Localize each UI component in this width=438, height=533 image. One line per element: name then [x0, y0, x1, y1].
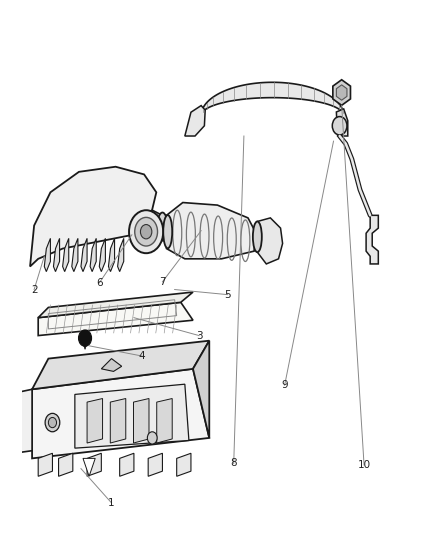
Polygon shape	[109, 238, 115, 272]
Circle shape	[45, 414, 60, 432]
Polygon shape	[201, 82, 344, 116]
Polygon shape	[258, 218, 283, 264]
Text: 1: 1	[108, 498, 115, 508]
Circle shape	[78, 330, 92, 346]
Polygon shape	[38, 453, 53, 477]
Polygon shape	[83, 458, 95, 477]
Polygon shape	[185, 106, 205, 136]
Ellipse shape	[253, 222, 262, 252]
Polygon shape	[148, 453, 162, 477]
Polygon shape	[336, 109, 348, 136]
Polygon shape	[87, 399, 102, 443]
Text: 4: 4	[139, 351, 145, 361]
Polygon shape	[136, 210, 162, 248]
Polygon shape	[0, 389, 32, 453]
Text: 6: 6	[96, 278, 102, 288]
Polygon shape	[83, 342, 88, 350]
Polygon shape	[120, 453, 134, 477]
Polygon shape	[32, 341, 209, 389]
Polygon shape	[38, 292, 193, 318]
Polygon shape	[166, 203, 256, 259]
Polygon shape	[90, 238, 96, 272]
Text: 10: 10	[357, 460, 371, 470]
Polygon shape	[87, 453, 101, 477]
Polygon shape	[63, 238, 69, 272]
Polygon shape	[44, 238, 50, 272]
Circle shape	[141, 224, 152, 239]
Polygon shape	[81, 238, 87, 272]
Polygon shape	[110, 399, 126, 443]
Text: 3: 3	[196, 330, 202, 341]
Circle shape	[147, 432, 157, 444]
Polygon shape	[53, 238, 60, 272]
Polygon shape	[333, 80, 350, 106]
Polygon shape	[177, 453, 191, 477]
Text: 2: 2	[31, 285, 37, 295]
Polygon shape	[59, 453, 73, 477]
Text: 9: 9	[281, 380, 288, 390]
Polygon shape	[157, 399, 172, 443]
Ellipse shape	[157, 213, 167, 241]
Polygon shape	[72, 238, 78, 272]
Polygon shape	[75, 384, 189, 448]
Polygon shape	[101, 359, 122, 372]
Polygon shape	[366, 215, 378, 264]
Circle shape	[135, 217, 158, 246]
Polygon shape	[99, 238, 106, 272]
Polygon shape	[118, 238, 124, 272]
Polygon shape	[336, 85, 347, 100]
Circle shape	[332, 117, 347, 135]
Polygon shape	[38, 302, 193, 336]
Ellipse shape	[163, 215, 172, 248]
Polygon shape	[32, 369, 209, 458]
Text: 5: 5	[224, 289, 231, 300]
Polygon shape	[193, 341, 209, 438]
Text: 8: 8	[230, 458, 237, 469]
Circle shape	[129, 210, 163, 253]
Text: 7: 7	[159, 277, 166, 287]
Polygon shape	[134, 399, 149, 443]
Circle shape	[48, 417, 57, 427]
Polygon shape	[30, 167, 156, 266]
